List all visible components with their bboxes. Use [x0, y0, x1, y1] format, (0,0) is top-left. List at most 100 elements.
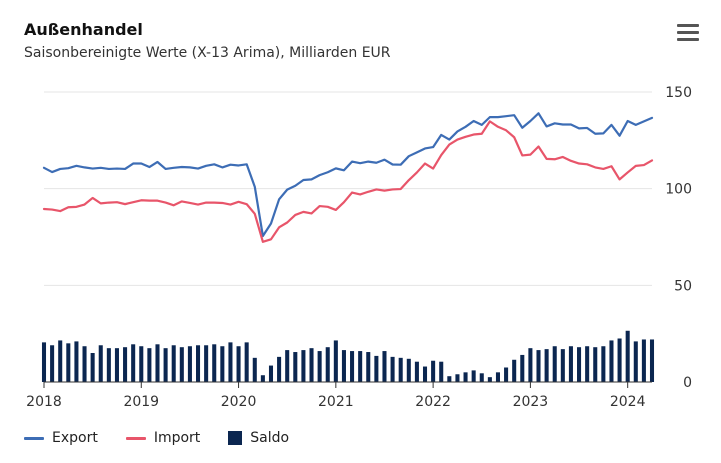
legend-label-import: Import [153, 430, 201, 446]
export-swatch [24, 436, 44, 440]
saldo-bar [41, 342, 47, 382]
saldo-bar [617, 338, 622, 382]
axes: 0 50 100 150 2018 2019 2020 2021 2022 2023 2024 [26, 85, 692, 410]
saldo-bar [560, 349, 565, 382]
saldo-bar [252, 357, 257, 382]
legend-item-import[interactable]: Import [125, 430, 201, 446]
saldo-bar [106, 348, 111, 382]
saldo-bar [609, 340, 614, 382]
y-tick-label-150: 150 [665, 85, 692, 101]
saldo-bar [358, 351, 363, 382]
chart-title: Außenhandel [24, 20, 143, 39]
saldo-bar [98, 345, 103, 382]
saldo-bar [350, 351, 355, 382]
saldo-bar [82, 346, 87, 382]
saldo-bar [220, 346, 225, 382]
saldo-bar [414, 361, 419, 382]
hamburger-menu-icon[interactable] [677, 24, 699, 42]
import-line [42, 120, 654, 243]
saldo-bar [114, 348, 119, 382]
chart-subtitle: Saisonbereinigte Werte (X-13 Arima), Mil… [24, 45, 391, 61]
x-tick-label-2018: 2018 [26, 394, 62, 410]
saldo-bar [431, 360, 436, 382]
saldo-bar [74, 341, 79, 382]
saldo-bar [90, 353, 95, 382]
saldo-bar [155, 344, 160, 382]
y-tick-label-50: 50 [674, 278, 692, 294]
saldo-bar [236, 346, 241, 382]
saldo-bar [568, 346, 573, 382]
saldo-swatch [228, 431, 243, 445]
saldo-bar [277, 356, 282, 382]
saldo-bar [301, 350, 306, 382]
saldo-bar [163, 348, 168, 382]
import-swatch [125, 436, 146, 440]
saldo-bar [439, 361, 444, 382]
saldo-bar [593, 347, 598, 382]
x-tick-label-2024: 2024 [610, 394, 646, 410]
saldo-bar [479, 373, 484, 382]
saldo-bar [398, 357, 403, 382]
saldo-bar [196, 345, 201, 382]
saldo-bar [447, 376, 452, 382]
saldo-bar [544, 349, 549, 382]
y-tick-label-0: 0 [683, 375, 692, 391]
saldo-bar [601, 346, 606, 382]
saldo-bar [585, 346, 590, 382]
saldo-bar [390, 356, 395, 382]
saldo-bar [244, 342, 249, 382]
x-tick-label-2022: 2022 [415, 394, 451, 410]
saldo-bar [463, 372, 468, 382]
export-line [42, 112, 654, 238]
saldo-bar [528, 348, 533, 382]
saldo-bar [171, 345, 176, 382]
saldo-bar [187, 346, 192, 382]
y-tick-label-100: 100 [665, 182, 692, 198]
saldo-bar [422, 366, 428, 382]
saldo-bar [487, 377, 492, 382]
saldo-bar [374, 355, 379, 382]
saldo-bar [293, 352, 298, 382]
saldo-bar [625, 330, 630, 382]
saldo-bar [139, 346, 144, 382]
saldo-bar [504, 367, 509, 382]
saldo-bar [228, 342, 233, 382]
saldo-bar [382, 351, 387, 382]
saldo-bar [309, 348, 314, 382]
grid-lines [44, 91, 652, 286]
saldo-bar [406, 358, 411, 382]
saldo-bar [520, 354, 525, 382]
saldo-bar [131, 344, 136, 382]
saldo-bar [317, 351, 322, 382]
saldo-bar [649, 339, 655, 382]
legend-item-saldo[interactable]: Saldo [228, 430, 289, 446]
series-lines [42, 112, 654, 243]
saldo-bar [50, 345, 55, 382]
saldo-bar [633, 341, 638, 382]
legend-item-export[interactable]: Export [24, 430, 98, 446]
x-tick-label-2021: 2021 [318, 394, 354, 410]
saldo-bar [641, 339, 646, 382]
saldo-bar [471, 370, 476, 382]
saldo-bar [577, 347, 582, 382]
saldo-bar [123, 347, 128, 382]
saldo-bar [204, 345, 209, 382]
legend-label-export: Export [52, 430, 98, 446]
saldo-bar [325, 347, 330, 382]
legend: Export Import Saldo [24, 430, 289, 446]
saldo-bar [260, 375, 265, 382]
saldo-bar [212, 344, 217, 382]
saldo-bar [285, 350, 290, 382]
saldo-bar [58, 340, 63, 382]
saldo-bar [147, 348, 152, 382]
saldo-bar [536, 350, 541, 382]
saldo-bar [268, 365, 274, 382]
saldo-bar [455, 374, 460, 382]
saldo-bar [552, 346, 557, 382]
legend-label-saldo: Saldo [250, 430, 290, 446]
saldo-bar [66, 343, 71, 382]
saldo-bar [366, 352, 371, 382]
x-tick-label-2023: 2023 [513, 394, 549, 410]
saldo-bar [512, 359, 517, 382]
chart-canvas: 0 50 100 150 2018 2019 2020 2021 2022 2023 2024 [26, 85, 692, 410]
